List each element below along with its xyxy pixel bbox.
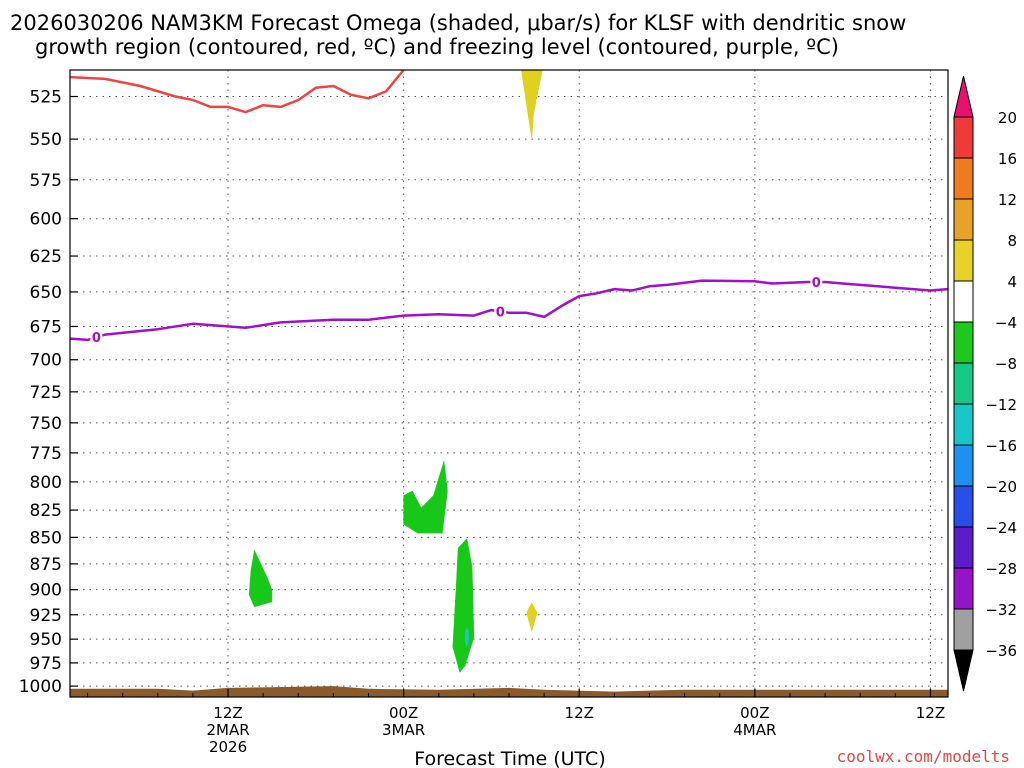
y-tick-label: 725 [30, 383, 62, 403]
x-tick-label: 3MAR [382, 721, 425, 739]
omega-region [403, 461, 448, 534]
y-tick-label: 900 [30, 581, 62, 601]
colorbar-swatch [953, 321, 974, 364]
colorbar-swatch [953, 362, 974, 405]
omega-region [526, 602, 538, 633]
y-axis: 525 550 575 600 625 650 675 700 725 750 775 800 825 8… [19, 88, 78, 697]
colorbar-top-arrow [953, 75, 974, 118]
y-tick-label: 700 [30, 351, 62, 371]
freezing-level-label: 0 [92, 331, 101, 346]
y-tick-label: 925 [30, 606, 62, 626]
y-tick-label: 975 [30, 654, 62, 674]
colorbar-label: −8 [995, 355, 1017, 373]
y-tick-label: 825 [30, 501, 62, 521]
colorbar-swatch [953, 567, 974, 610]
colorbar-swatch [953, 403, 974, 446]
y-tick-label: 525 [30, 88, 62, 108]
y-tick-label: 750 [30, 414, 62, 434]
colorbar-label: −20 [985, 478, 1017, 496]
omega-shading [248, 69, 543, 673]
x-tick-label: 12Z [565, 704, 594, 722]
colorbar-label: 16 [998, 150, 1017, 168]
colorbar-swatch [953, 485, 974, 528]
colorbar-label: −4 [995, 314, 1017, 332]
x-tick-label: 00Z [389, 704, 418, 722]
watermark: coolwx.com/modelts [837, 747, 1010, 766]
y-tick-label: 800 [30, 473, 62, 493]
y-tick-label: 775 [30, 444, 62, 464]
colorbar-label: 20 [998, 109, 1017, 127]
x-axis-title: Forecast Time (UTC) [414, 748, 605, 768]
colorbar-swatch [953, 526, 974, 569]
dgz-contour [69, 69, 405, 114]
x-tick-label: 12Z [916, 704, 945, 722]
terrain-fill [70, 686, 948, 697]
y-tick-label: 675 [30, 317, 62, 337]
colorbar-swatch [953, 280, 974, 323]
terrain [70, 686, 948, 697]
freezing-label-bg [494, 303, 507, 319]
colorbar-swatch [953, 239, 974, 282]
colorbar-label: 12 [998, 191, 1017, 209]
x-tick-label: 2MAR [206, 721, 249, 739]
y-tick-label: 1000 [19, 677, 62, 697]
y-tick-label: 575 [30, 171, 62, 191]
colorbar-label: −32 [985, 601, 1017, 619]
colorbar-label: −12 [985, 396, 1017, 414]
contours: 0 0 0 [69, 69, 949, 346]
freezing-level-label: 0 [812, 276, 821, 291]
freezing-label-bg [90, 329, 103, 345]
freezing-level-label: 0 [496, 305, 505, 320]
colorbar-swatch [953, 157, 974, 200]
colorbar-swatch [953, 608, 974, 651]
colorbar-label: −36 [985, 642, 1017, 660]
x-tick-label: 4MAR [733, 721, 776, 739]
omega-region [521, 69, 543, 140]
colorbar-swatch [953, 444, 974, 487]
colorbar: 20 16 12 8 4 −4 −8 −12 −16 −20 −24 −28 −32 −36 [953, 75, 1017, 692]
chart-title-line2: growth region (contoured, red, ºC) and f… [35, 35, 839, 59]
y-tick-label: 875 [30, 555, 62, 575]
x-tick-label: 12Z [213, 704, 242, 722]
colorbar-label: 8 [1007, 232, 1017, 250]
colorbar-label: −16 [985, 437, 1017, 455]
x-tick-label: 00Z [740, 704, 769, 722]
y-tick-label: 600 [30, 210, 62, 230]
freezing-label-bg [810, 274, 823, 290]
grid [70, 70, 948, 697]
colorbar-bottom-arrow [953, 649, 974, 692]
colorbar-label: 4 [1007, 273, 1017, 291]
y-tick-label: 950 [30, 630, 62, 650]
omega-region [248, 549, 273, 608]
omega-spot [464, 628, 469, 647]
x-tick-label: 2026 [209, 738, 247, 756]
colorbar-swatch [953, 116, 974, 159]
chart-title-line1: 2026030206 NAM3KM Forecast Omega (shaded… [10, 11, 906, 35]
y-tick-label: 550 [30, 130, 62, 150]
omega-region [452, 537, 475, 673]
colorbar-label: −24 [985, 519, 1017, 537]
colorbar-label: −28 [985, 560, 1017, 578]
y-tick-label: 650 [30, 283, 62, 303]
plot-frame [69, 69, 949, 698]
colorbar-swatch [953, 198, 974, 241]
y-tick-label: 625 [30, 247, 62, 267]
y-tick-label: 850 [30, 528, 62, 548]
